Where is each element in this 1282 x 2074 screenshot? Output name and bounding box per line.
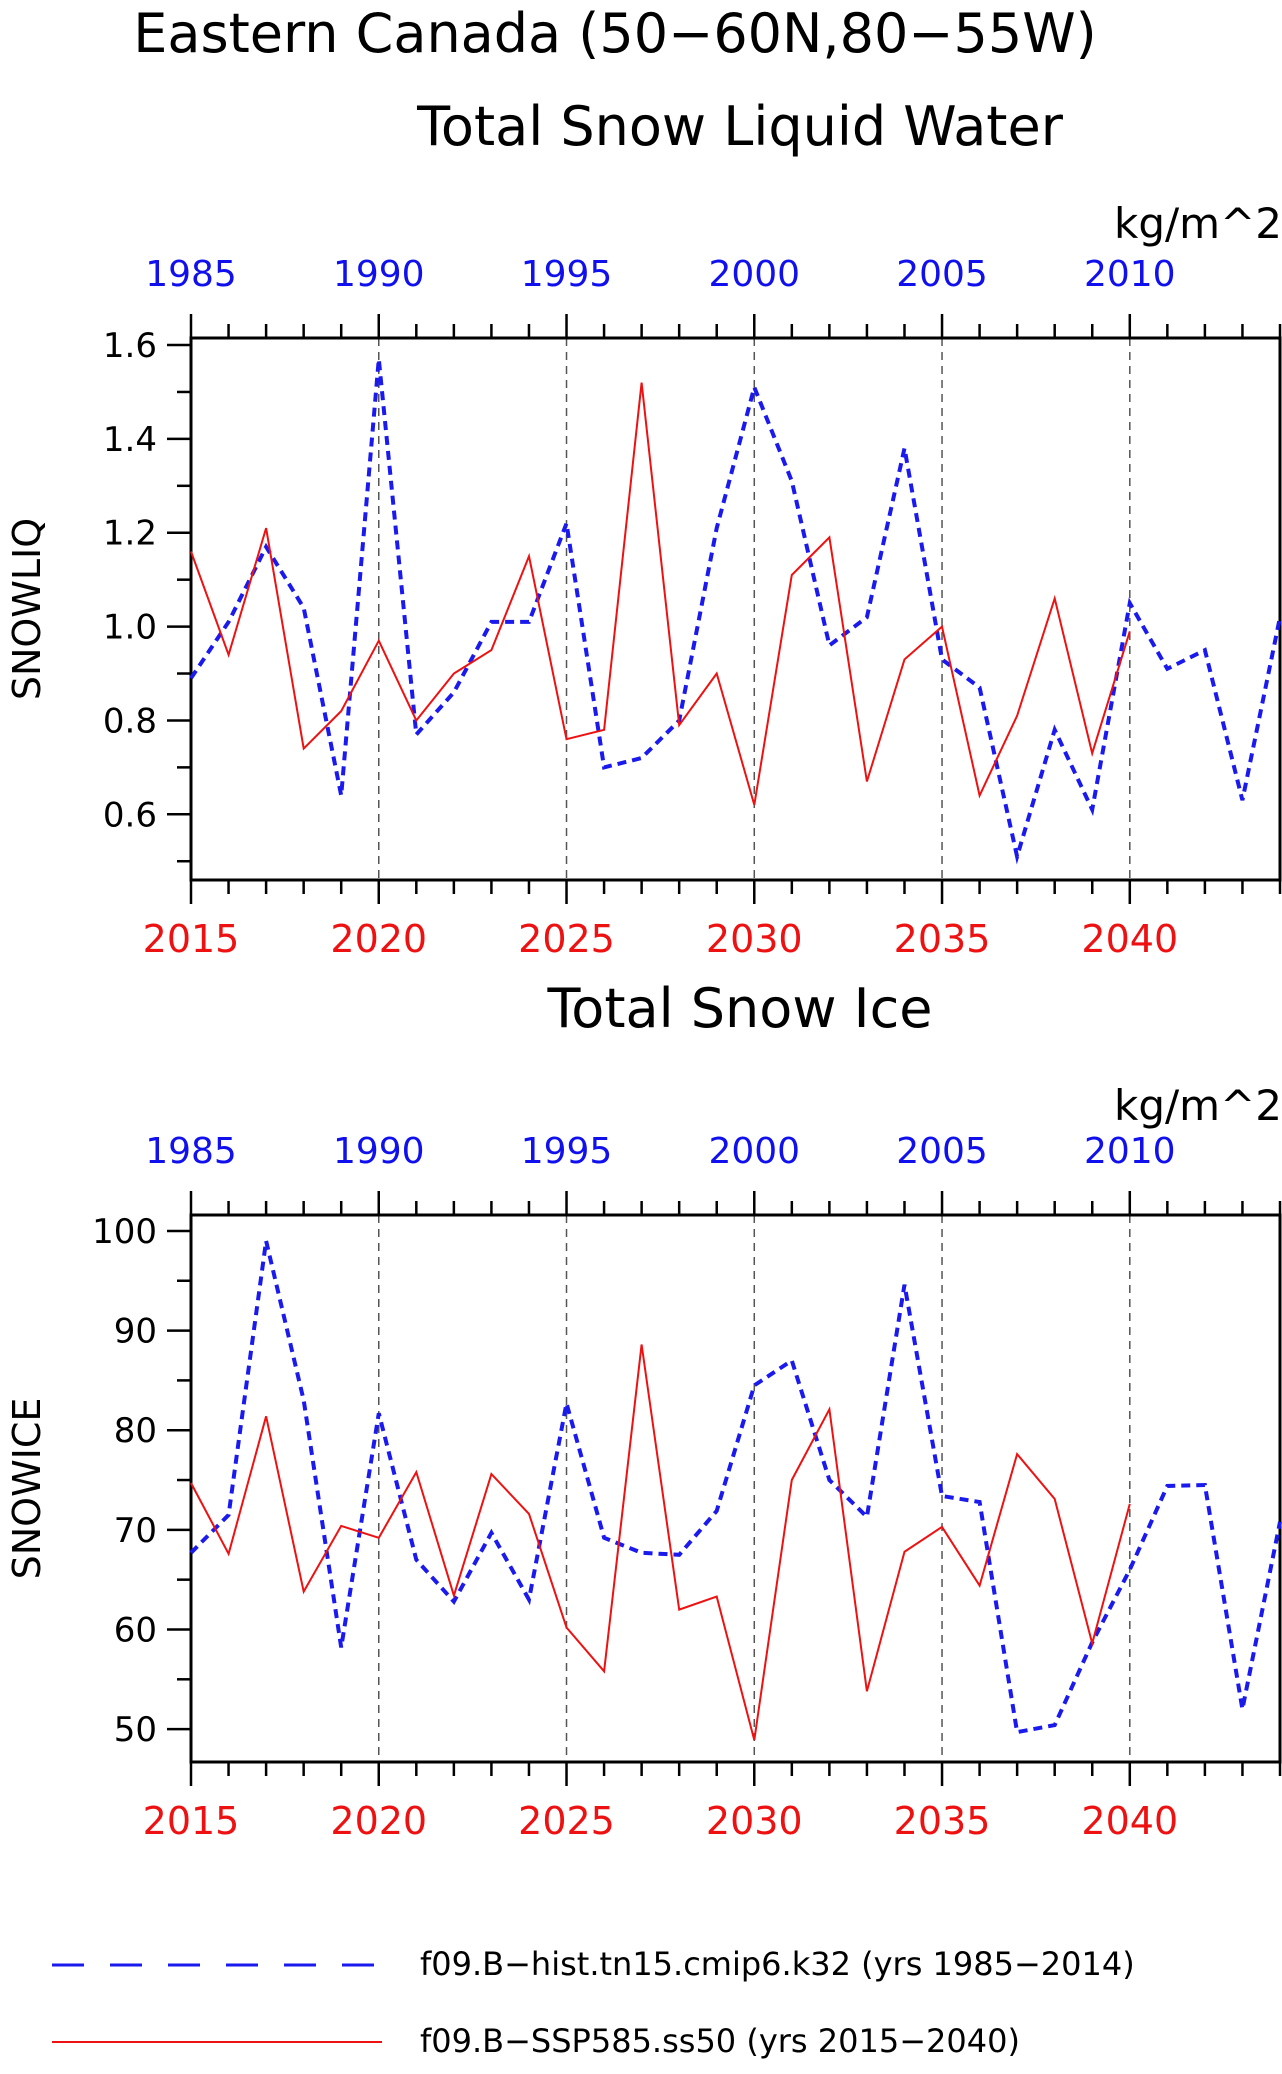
series-line-hist <box>189 1240 1282 1735</box>
y-tick-label: 80 <box>114 1411 157 1451</box>
bottom-tick-label: 2025 <box>518 1799 615 1843</box>
panel-title: Total Snow Liquid Water <box>416 95 1064 158</box>
plot-frame <box>189 1213 1282 1764</box>
panel-title: Total Snow Ice <box>547 977 933 1040</box>
legend-label-ssp: f09.B−SSP585.ss50 (yrs 2015−2040) <box>420 2022 1020 2060</box>
page-title: Eastern Canada (50−60N,80−55W) <box>133 2 1096 65</box>
bottom-tick-label: 2015 <box>143 1799 240 1843</box>
y-tick-label: 0.6 <box>103 795 157 835</box>
bottom-tick-label: 2040 <box>1081 917 1178 961</box>
y-tick-label: 1.2 <box>103 514 157 554</box>
bottom-tick-label: 2035 <box>894 917 991 961</box>
units-label: kg/m^2 <box>1114 1081 1282 1130</box>
y-tick-label: 60 <box>114 1610 157 1650</box>
legend-label-hist: f09.B−hist.tn15.cmip6.k32 (yrs 1985−2014… <box>420 1945 1135 1983</box>
bottom-tick-label: 2020 <box>330 1799 427 1843</box>
series-line-hist <box>189 358 1282 865</box>
bottom-tick-label: 2025 <box>518 917 615 961</box>
top-tick-label: 2005 <box>896 254 988 295</box>
bottom-tick-label: 2035 <box>894 1799 991 1843</box>
top-tick-label: 1990 <box>333 254 425 295</box>
top-tick-label: 1985 <box>145 1131 237 1172</box>
top-tick-label: 2000 <box>708 254 800 295</box>
y-tick-label: 0.8 <box>103 701 157 741</box>
top-tick-label: 2010 <box>1084 254 1176 295</box>
y-tick-label: 70 <box>114 1511 157 1551</box>
plot-frame <box>189 336 1282 882</box>
y-tick-label: 1.4 <box>103 420 157 460</box>
y-tick-label: 50 <box>114 1710 157 1750</box>
units-label: kg/m^2 <box>1114 199 1282 248</box>
top-tick-label: 1985 <box>145 254 237 295</box>
bottom-tick-label: 2030 <box>706 1799 803 1843</box>
top-tick-label: 2010 <box>1084 1131 1176 1172</box>
y-tick-label: 1.6 <box>103 326 157 366</box>
bottom-tick-label: 2020 <box>330 917 427 961</box>
y-axis-label: SNOWLIQ <box>5 518 49 700</box>
bottom-tick-label: 2040 <box>1081 1799 1178 1843</box>
legend: f09.B−hist.tn15.cmip6.k32 (yrs 1985−2014… <box>52 1945 1135 2060</box>
series-line-ssp <box>190 1344 1131 1741</box>
panel-snowice: Total Snow Ice kg/m^2 SNOWICE 50 60 70 80 90… <box>5 977 1282 1843</box>
panel-snowliq: Total Snow Liquid Water kg/m^2 SNOWLIQ 0… <box>5 95 1282 961</box>
top-tick-label: 2000 <box>708 1131 800 1172</box>
y-tick-label: 1.0 <box>103 608 157 648</box>
series-line-ssp <box>190 382 1131 806</box>
y-axis-label: SNOWICE <box>5 1398 49 1580</box>
top-tick-label: 1990 <box>333 1131 425 1172</box>
top-tick-label: 1995 <box>521 254 613 295</box>
top-tick-label: 2005 <box>896 1131 988 1172</box>
top-tick-label: 1995 <box>521 1131 613 1172</box>
bottom-tick-label: 2030 <box>706 917 803 961</box>
y-tick-label: 90 <box>114 1312 157 1352</box>
bottom-tick-label: 2015 <box>143 917 240 961</box>
y-tick-label: 100 <box>92 1212 157 1252</box>
